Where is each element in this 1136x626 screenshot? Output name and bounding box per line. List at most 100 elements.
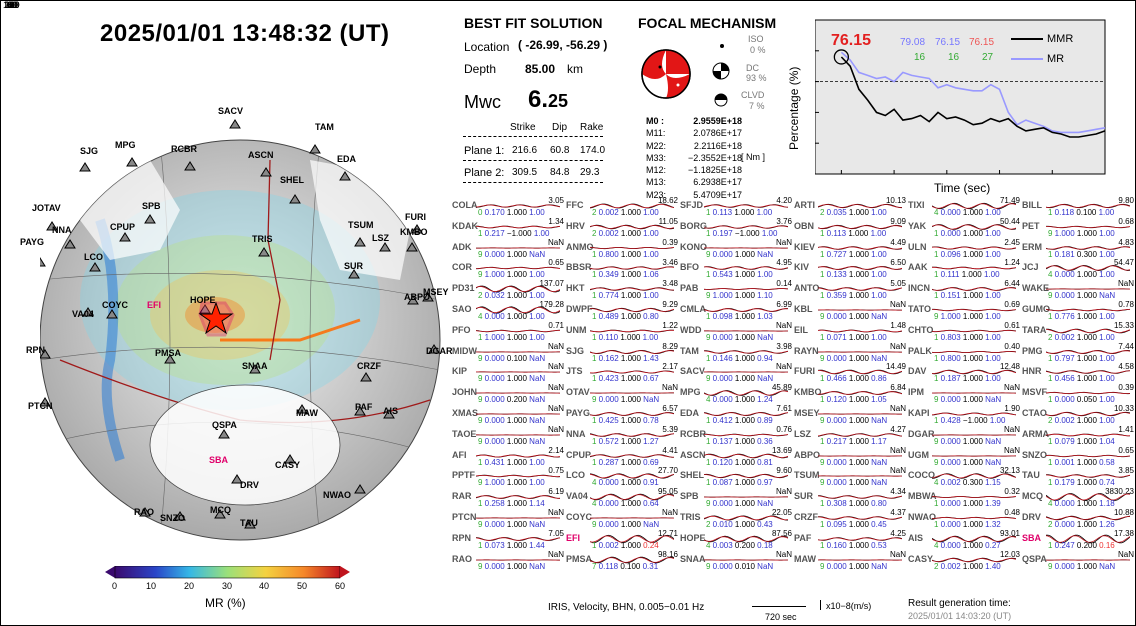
station-cell-mcq[interactable]: MCQ 3830.23 4 0.000 1.000 1.18 — [1022, 487, 1134, 508]
station-cell-pmg[interactable]: PMG 7.44 1 0.797 1.000 1.00 — [1022, 342, 1134, 363]
station-cell-uln[interactable]: ULN 2.45 1 0.096 1.000 1.00 — [908, 238, 1020, 259]
station-cell-paf[interactable]: PAF 4.25 1 0.160 1.000 0.53 — [794, 529, 906, 550]
station-cell-arma[interactable]: ARMA 1.41 1 0.079 1.000 1.04 — [1022, 425, 1134, 446]
station-cell-otav[interactable]: OTAV NaN 9 0.000 1.000 NaN — [566, 383, 678, 404]
station-cell-maw[interactable]: MAW NaN 9 0.000 1.000 NaN — [794, 550, 906, 571]
station-cell-bbsr[interactable]: BBSR 3.46 1 0.349 1.000 1.06 — [566, 258, 678, 279]
station-cell-ipm[interactable]: IPM NaN 9 0.000 1.000 NaN — [908, 383, 1020, 404]
station-cell-cola[interactable]: COLA 3.05 0 0.170 1.000 1.00 — [452, 196, 564, 217]
station-cell-pab[interactable]: PAB 0.14 9 1.000 1.000 1.10 — [680, 279, 792, 300]
station-cell-abpo[interactable]: ABPO NaN 9 0.000 1.000 NaN — [794, 446, 906, 467]
station-cell-shel[interactable]: SHEL 9.60 1 0.087 1.000 0.97 — [680, 466, 792, 487]
station-cell-ctao[interactable]: CTAO 10.33 2 0.002 1.000 1.00 — [1022, 404, 1134, 425]
station-cell-tato[interactable]: TATO 0.69 9 1.000 1.000 1.00 — [908, 300, 1020, 321]
station-cell-casy[interactable]: CASY 12.03 2 0.002 1.000 1.40 — [908, 550, 1020, 571]
station-cell-tixi[interactable]: TIXI 71.49 4 0.000 1.000 1.00 — [908, 196, 1020, 217]
station-cell-incn[interactable]: INCN 6.44 1 0.151 1.000 1.00 — [908, 279, 1020, 300]
station-cell-chto[interactable]: CHTO 0.61 1 0.803 1.000 1.00 — [908, 321, 1020, 342]
station-cell-va04[interactable]: VA04 95.05 4 0.000 1.000 0.64 — [566, 487, 678, 508]
station-cell-xmas[interactable]: XMAS NaN 9 0.000 1.000 NaN — [452, 404, 564, 425]
station-cell-bfo[interactable]: BFO 4.95 1 0.543 1.000 1.00 — [680, 258, 792, 279]
station-cell-arti[interactable]: ARTI 10.13 2 0.035 1.000 1.00 — [794, 196, 906, 217]
station-cell-kbl[interactable]: KBL NaN 9 0.000 1.000 NaN — [794, 300, 906, 321]
station-cell-snaa[interactable]: SNAA NaN 9 0.000 0.010 NaN — [680, 550, 792, 571]
station-cell-palk[interactable]: PALK 0.40 1 0.800 1.000 1.00 — [908, 342, 1020, 363]
station-cell-dwpf[interactable]: DWPF 9.29 1 0.489 1.000 0.80 — [566, 300, 678, 321]
station-cell-rcbr[interactable]: RCBR 0.76 1 0.137 1.000 0.36 — [680, 425, 792, 446]
station-cell-pet[interactable]: PET 0.68 9 1.000 1.000 1.00 — [1022, 217, 1134, 238]
station-cell-furi[interactable]: FURI 14.49 1 0.466 1.000 0.86 — [794, 362, 906, 383]
station-cell-mbwa[interactable]: MBWA 0.32 1 0.000 1.000 1.39 — [908, 487, 1020, 508]
station-cell-ffc[interactable]: FFC 18.62 2 0.002 1.000 1.00 — [566, 196, 678, 217]
station-cell-hrv[interactable]: HRV 11.05 2 0.002 1.000 1.00 — [566, 217, 678, 238]
station-cell-kiev[interactable]: KIEV 4.49 1 0.727 1.000 1.00 — [794, 238, 906, 259]
station-cell-adk[interactable]: ADK NaN 9 0.000 1.000 NaN — [452, 238, 564, 259]
station-cell-sur[interactable]: SUR 4.34 1 0.308 1.000 0.80 — [794, 487, 906, 508]
station-cell-sba[interactable]: SBA 17.38 1 0.247 0.200 0.16 — [1022, 529, 1134, 550]
station-cell-kapi[interactable]: KAPI 1.90 1 0.428 −1.000 1.00 — [908, 404, 1020, 425]
station-cell-lsz[interactable]: LSZ 4.27 1 0.217 1.000 1.17 — [794, 425, 906, 446]
station-cell-hkt[interactable]: HKT 3.48 1 0.774 1.000 1.00 — [566, 279, 678, 300]
station-cell-sjg[interactable]: SJG 8.29 1 0.162 1.000 1.43 — [566, 342, 678, 363]
station-cell-wake[interactable]: WAKE NaN 9 0.000 1.000 NaN — [1022, 279, 1134, 300]
station-cell-unm[interactable]: UNM 1.22 1 0.110 1.000 1.00 — [566, 321, 678, 342]
station-cell-cor[interactable]: COR 0.65 9 1.000 1.000 1.00 — [452, 258, 564, 279]
station-cell-ais[interactable]: AIS 93.01 4 0.000 1.000 0.27 — [908, 529, 1020, 550]
station-cell-eda[interactable]: EDA 7.61 1 0.412 1.000 0.89 — [680, 404, 792, 425]
station-cell-cpup[interactable]: CPUP 4.41 1 0.287 1.000 0.69 — [566, 446, 678, 467]
station-cell-obn[interactable]: OBN 9.09 1 0.113 1.000 1.00 — [794, 217, 906, 238]
station-cell-dgar[interactable]: DGAR NaN 9 0.000 1.000 NaN — [908, 425, 1020, 446]
station-cell-tara[interactable]: TARA 15.33 2 0.002 1.000 1.00 — [1022, 321, 1134, 342]
station-cell-kdak[interactable]: KDAK 1.34 1 0.217 −1.000 1.00 — [452, 217, 564, 238]
station-cell-ugm[interactable]: UGM NaN 9 0.000 1.000 NaN — [908, 446, 1020, 467]
station-cell-msvf[interactable]: MSVF 0.39 1 0.000 0.050 1.00 — [1022, 383, 1134, 404]
station-cell-kiv[interactable]: KIV 6.50 1 0.133 1.000 1.00 — [794, 258, 906, 279]
station-cell-wdd[interactable]: WDD NaN 9 0.000 1.000 NaN — [680, 321, 792, 342]
station-cell-pfo[interactable]: PFO 0.71 1 1.000 1.000 1.00 — [452, 321, 564, 342]
station-cell-crzf[interactable]: CRZF 4.37 1 0.095 1.000 0.45 — [794, 508, 906, 529]
station-cell-coyc[interactable]: COYC NaN 9 0.000 1.000 NaN — [566, 508, 678, 529]
station-cell-spb[interactable]: SPB NaN 9 0.000 1.000 NaN — [680, 487, 792, 508]
station-cell-mpg[interactable]: MPG 45.89 4 0.000 1.000 1.24 — [680, 383, 792, 404]
station-cell-midw[interactable]: MIDW NaN 9 0.000 0.100 NaN — [452, 342, 564, 363]
station-cell-efi[interactable]: EFI 12.71 1 0.002 1.000 0.24 — [566, 529, 678, 550]
station-cell-aak[interactable]: AAK 1.24 1 0.111 1.000 1.00 — [908, 258, 1020, 279]
station-cell-qspa[interactable]: QSPA NaN 9 0.000 1.000 NaN — [1022, 550, 1134, 571]
station-cell-jcj[interactable]: JCJ 54.47 4 0.000 1.000 1.00 — [1022, 258, 1134, 279]
station-cell-nna[interactable]: NNA 5.39 1 0.572 1.000 1.27 — [566, 425, 678, 446]
station-cell-ascn[interactable]: ASCN 13.69 1 0.120 1.000 0.81 — [680, 446, 792, 467]
station-cell-anmo[interactable]: ANMO 0.39 1 0.800 1.000 1.00 — [566, 238, 678, 259]
station-cell-drv[interactable]: DRV 10.88 2 0.000 1.000 1.26 — [1022, 508, 1134, 529]
station-cell-snzo[interactable]: SNZO 0.65 1 0.001 1.000 0.58 — [1022, 446, 1134, 467]
station-cell-hope[interactable]: HOPE 87.56 4 0.003 0.200 0.18 — [680, 529, 792, 550]
station-cell-rpn[interactable]: RPN 7.05 1 0.073 1.000 1.44 — [452, 529, 564, 550]
station-cell-kono[interactable]: KONO NaN 9 0.000 1.000 NaN — [680, 238, 792, 259]
station-cell-ptcn[interactable]: PTCN NaN 9 0.000 1.000 NaN — [452, 508, 564, 529]
station-cell-afi[interactable]: AFI 2.14 1 0.431 1.000 1.00 — [452, 446, 564, 467]
station-cell-sacv[interactable]: SACV NaN 9 0.000 1.000 NaN — [680, 362, 792, 383]
station-cell-nwao[interactable]: NWAO 0.48 1 0.000 1.000 1.32 — [908, 508, 1020, 529]
station-cell-john[interactable]: JOHN NaN 9 0.000 0.200 NaN — [452, 383, 564, 404]
station-cell-hnr[interactable]: HNR 4.58 1 0.456 1.000 1.00 — [1022, 362, 1134, 383]
station-cell-rao[interactable]: RAO NaN 9 0.000 1.000 NaN — [452, 550, 564, 571]
station-cell-tsum[interactable]: TSUM NaN 9 0.000 1.000 NaN — [794, 466, 906, 487]
station-cell-pptf[interactable]: PPTF 0.75 9 1.000 1.000 1.00 — [452, 466, 564, 487]
station-cell-cmla[interactable]: CMLA 6.99 1 0.098 1.000 1.03 — [680, 300, 792, 321]
station-cell-taoe[interactable]: TAOE NaN 9 0.000 1.000 NaN — [452, 425, 564, 446]
station-cell-tam[interactable]: TAM 3.98 1 0.146 1.000 0.94 — [680, 342, 792, 363]
station-cell-pmsa[interactable]: PMSA 98.16 7 0.118 0.100 0.31 — [566, 550, 678, 571]
station-cell-borg[interactable]: BORG 3.76 1 0.197 −1.000 1.00 — [680, 217, 792, 238]
station-cell-eil[interactable]: EIL 1.48 1 0.071 1.000 1.00 — [794, 321, 906, 342]
station-cell-payg[interactable]: PAYG 6.57 1 0.425 1.000 0.78 — [566, 404, 678, 425]
station-cell-lco[interactable]: LCO 27.70 4 0.000 1.000 0.91 — [566, 466, 678, 487]
station-cell-anto[interactable]: ANTO 5.05 1 0.359 1.000 1.00 — [794, 279, 906, 300]
station-cell-jts[interactable]: JTS 2.17 1 0.423 1.000 0.67 — [566, 362, 678, 383]
station-cell-rar[interactable]: RAR 6.19 1 0.258 1.000 1.14 — [452, 487, 564, 508]
station-cell-tris[interactable]: TRIS 22.05 2 0.010 1.000 0.43 — [680, 508, 792, 529]
station-cell-sfjd[interactable]: SFJD 4.20 1 0.113 1.000 1.00 — [680, 196, 792, 217]
station-cell-dav[interactable]: DAV 12.48 1 0.187 1.000 1.00 — [908, 362, 1020, 383]
station-cell-kmbo[interactable]: KMBO 6.84 1 0.120 1.000 1.05 — [794, 383, 906, 404]
station-cell-erm[interactable]: ERM 4.83 1 0.181 0.300 1.00 — [1022, 238, 1134, 259]
station-cell-tau[interactable]: TAU 3.85 1 0.179 1.000 0.74 — [1022, 466, 1134, 487]
station-cell-coco[interactable]: COCO 32.13 4 0.002 0.300 1.15 — [908, 466, 1020, 487]
